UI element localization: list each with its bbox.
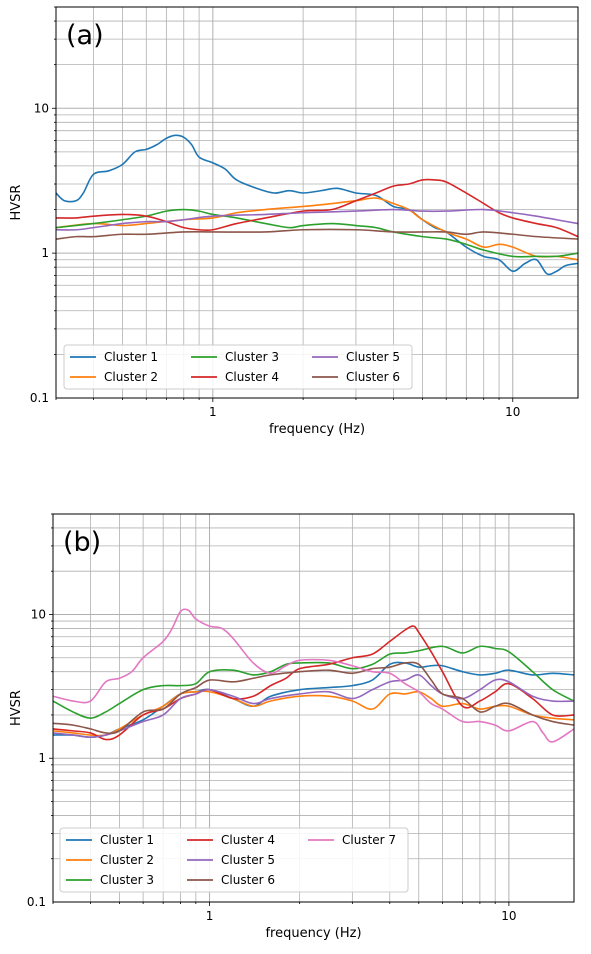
legend: Cluster 1 Cluster 2 Cluster 3 Cluster 4 Clus… (63, 344, 413, 390)
series-line-1 (53, 661, 574, 739)
legend: Cluster 1 Cluster 2 Cluster 3 Cluster 4 Clus… (59, 827, 409, 893)
y-axis-label: HVSR (9, 185, 24, 221)
series-line-6 (56, 228, 578, 240)
series-line-6 (53, 661, 574, 735)
legend-entry: Cluster 2 (104, 370, 158, 384)
y-axis-label: HVSR (9, 690, 24, 726)
y-tick-label: 0.1 (30, 391, 49, 405)
legend-entry: Cluster 7 (342, 833, 396, 847)
legend-entry: Cluster 1 (100, 833, 154, 847)
legend-entry: Cluster 3 (100, 873, 154, 887)
x-axis-label: frequency (Hz) (265, 926, 361, 941)
legend-entry: Cluster 1 (104, 350, 158, 364)
series-line-3 (56, 208, 578, 258)
legend-entry: Cluster 2 (100, 853, 154, 867)
series-lines (56, 134, 578, 276)
panel-label: (a) (66, 20, 104, 51)
grid (55, 7, 578, 398)
legend-frame (63, 344, 413, 390)
plot-frame (55, 6, 579, 399)
series-line-7 (53, 608, 574, 743)
x-tick-label: 10 (505, 405, 520, 419)
legend-entry: Cluster 3 (225, 350, 279, 364)
series-line-3 (53, 645, 574, 719)
legend-frame (59, 827, 409, 893)
x-tick-label: 1 (209, 405, 217, 419)
y-tick-label: 1 (41, 246, 49, 260)
grid (52, 514, 574, 902)
series-line-4 (56, 178, 578, 238)
series-line-5 (56, 208, 578, 231)
x-tick-label: 1 (206, 909, 214, 923)
legend-entry: Cluster 6 (221, 873, 275, 887)
x-axis-label: frequency (Hz) (269, 422, 365, 437)
legend-entry: Cluster 4 (221, 833, 275, 847)
legend-entry: Cluster 6 (346, 370, 400, 384)
series-line-4 (53, 625, 574, 741)
x-tick-label: 10 (501, 909, 516, 923)
y-tick-label: 10 (34, 101, 49, 115)
series-lines (53, 608, 574, 743)
y-tick-label: 10 (31, 607, 46, 621)
y-tick-label: 1 (38, 751, 46, 765)
legend-entry: Cluster 5 (346, 350, 400, 364)
panel-label: (b) (63, 527, 101, 558)
series-line-1 (56, 134, 578, 276)
plot-frame (52, 513, 575, 903)
y-tick-label: 0.1 (27, 895, 46, 909)
series-line-2 (53, 690, 574, 737)
legend-entry: Cluster 5 (221, 853, 275, 867)
legend-entry: Cluster 4 (225, 370, 279, 384)
series-line-5 (53, 673, 574, 739)
